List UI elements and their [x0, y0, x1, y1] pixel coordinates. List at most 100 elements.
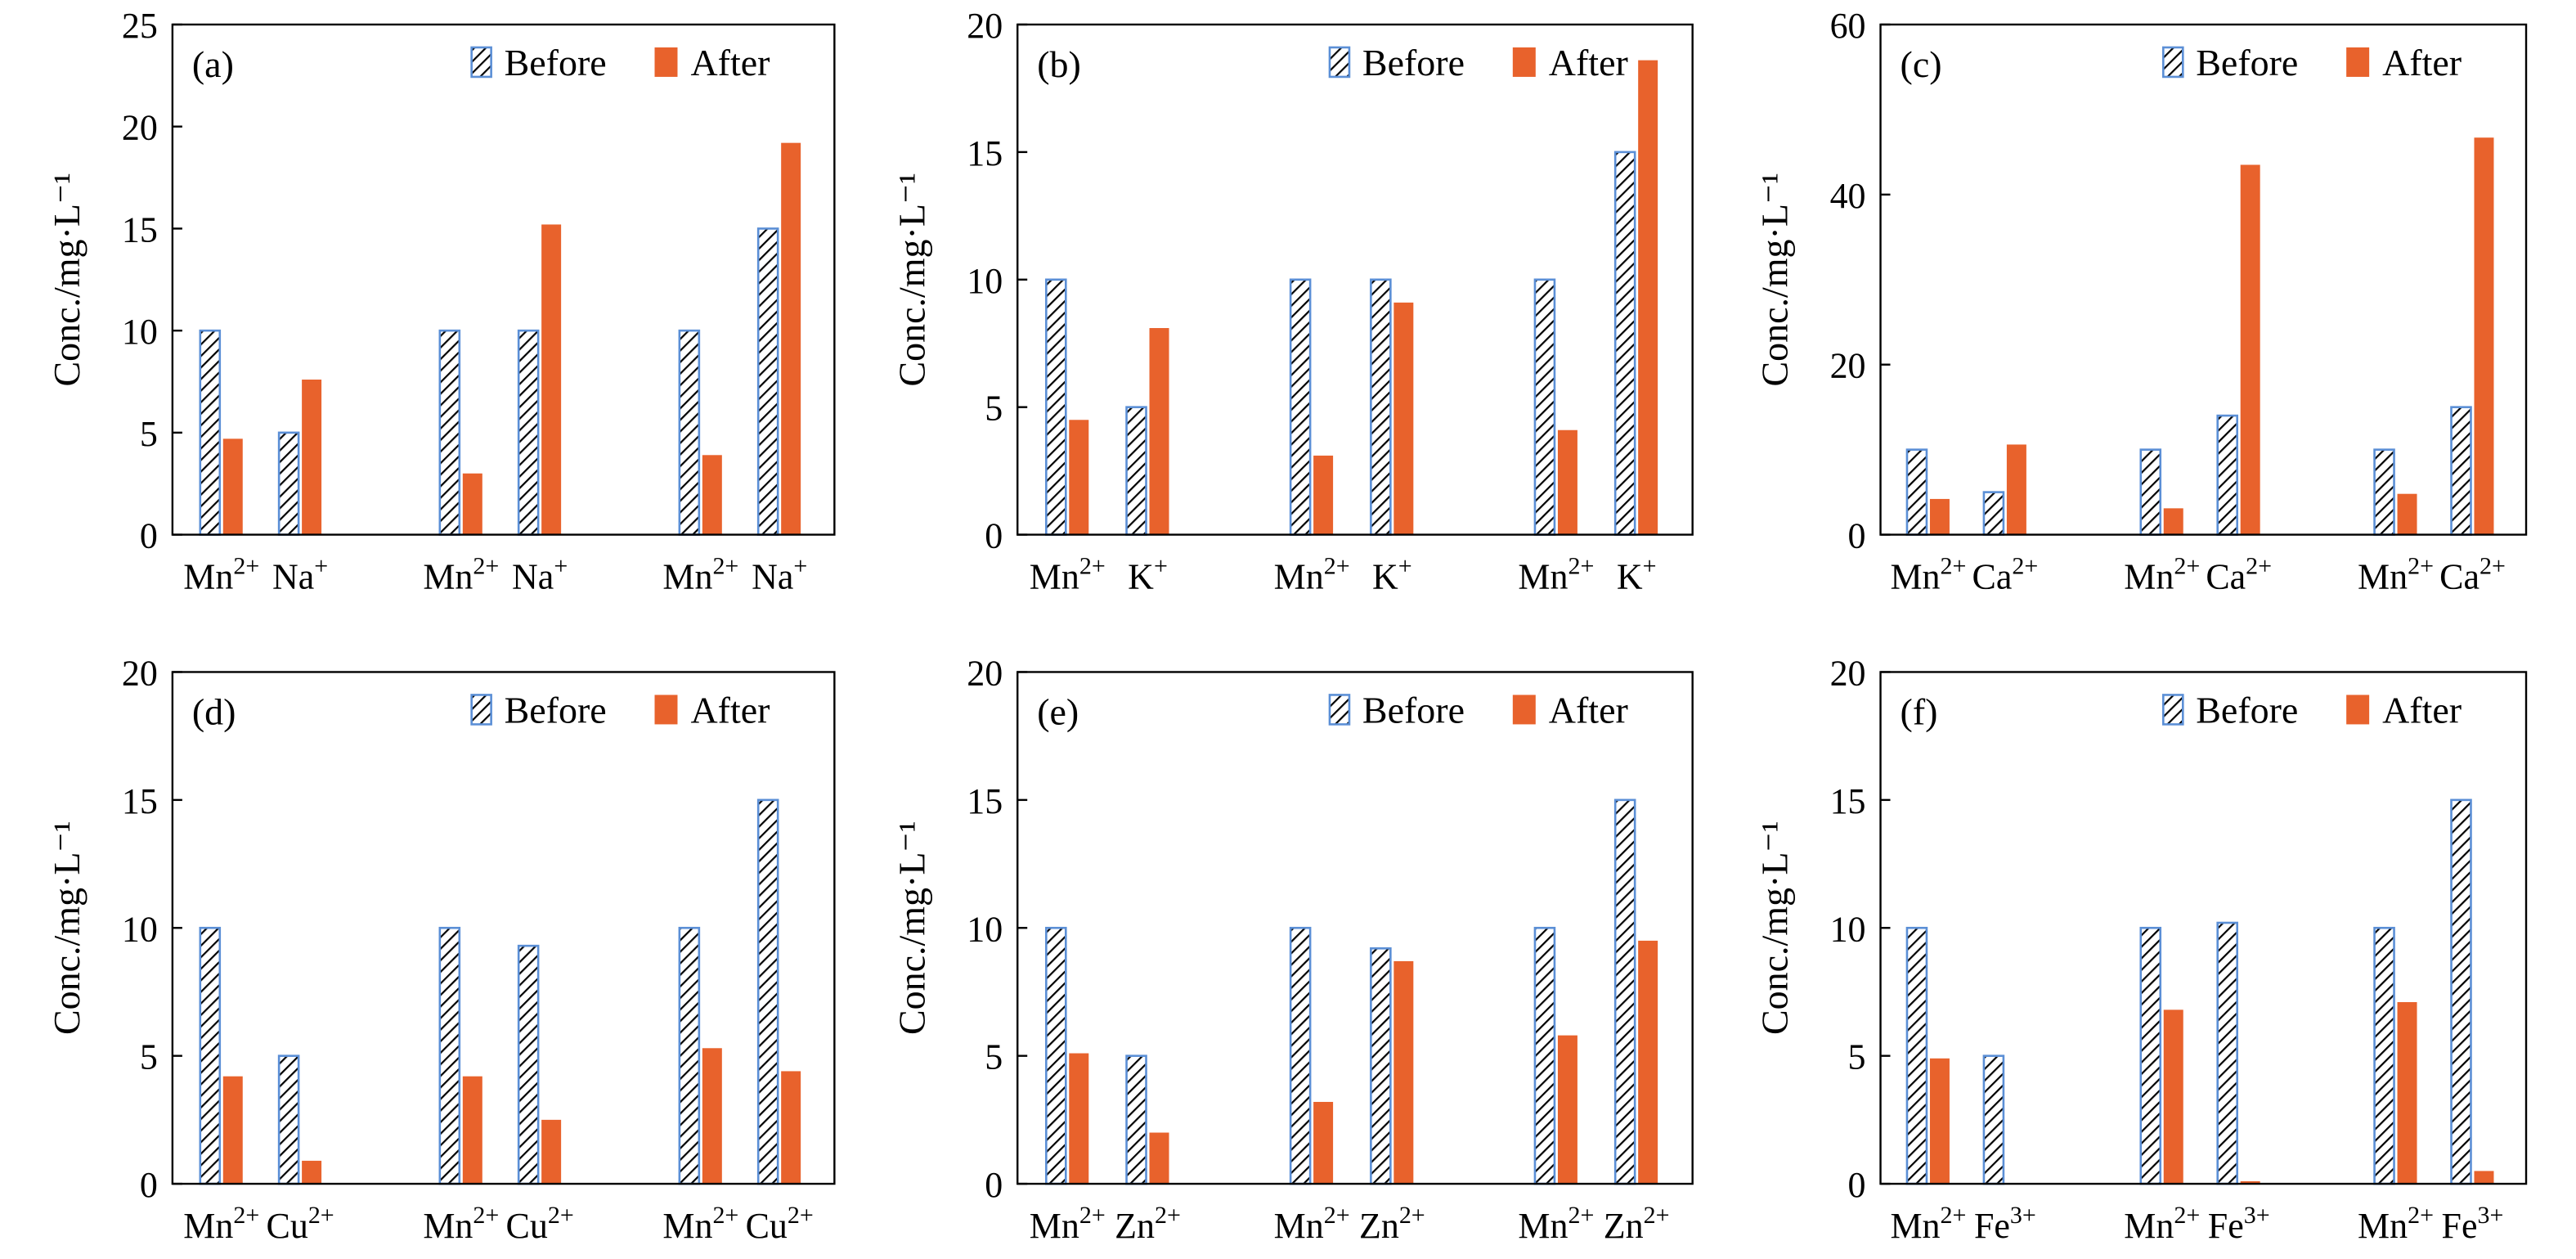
ion-charge: 2+ [2480, 553, 2506, 580]
y-tick-label: 25 [122, 6, 158, 46]
legend-label-before: Before [1362, 689, 1465, 731]
legend-swatch-before [1328, 694, 1351, 726]
bar-before [2139, 926, 2162, 1185]
plot-frame [1879, 23, 2528, 536]
plot-frame [171, 23, 836, 536]
bar-after [1929, 498, 1950, 535]
x-tick-label: Na+ [512, 553, 568, 597]
bar-before [1045, 278, 1067, 536]
ion-symbol: Mn [1274, 1206, 1324, 1246]
ion-charge: 2+ [548, 1202, 574, 1229]
bar-after [541, 224, 562, 535]
legend-swatch-before [470, 694, 492, 726]
ion-symbol: Mn [2124, 1206, 2174, 1246]
y-tick-label: 0 [985, 516, 1003, 556]
y-tick-label: 10 [967, 261, 1003, 301]
chart-panel: Mn2+ Cu2+ Mn2+ Cu2+ Mn2+ Cu2+05101520Conc./mg… [46, 653, 836, 1246]
ion-symbol: Mn [1518, 557, 1568, 597]
ion-charge: 2+ [2408, 1202, 2434, 1229]
ion-charge: 2+ [2174, 553, 2200, 580]
y-axis-label: Conc./mg·L⁻¹ [891, 173, 932, 386]
ion-symbol: Zn [1115, 1206, 1155, 1246]
legend-label-after: After [1549, 689, 1628, 731]
ion-symbol: Ca [1972, 557, 2013, 597]
ion-charge: + [1154, 553, 1168, 580]
ion-symbol: Na [512, 557, 554, 597]
ion-symbol: Mn [1518, 1206, 1568, 1246]
bar-before [1613, 151, 1636, 536]
y-tick-label: 40 [1830, 176, 1866, 216]
x-tick-label: Mn2+ [2124, 1202, 2200, 1246]
bar-before [2450, 798, 2472, 1185]
plot-frame [171, 671, 836, 1185]
bar-before [277, 431, 300, 536]
ion-symbol: Mn [662, 557, 712, 597]
ion-symbol: Zn [1359, 1206, 1399, 1246]
x-tick-label: Mn2+ [423, 553, 499, 597]
ion-symbol: Ca [2439, 557, 2480, 597]
bar-after [1557, 1035, 1577, 1185]
x-tick-label: Mn2+ [2358, 553, 2434, 597]
bar-after [2163, 1009, 2183, 1185]
bar-before [1905, 926, 1928, 1185]
ion-charge: 2+ [1324, 1202, 1350, 1229]
bar-before [277, 1054, 300, 1185]
y-axis-label: Conc./mg·L⁻¹ [891, 821, 932, 1035]
legend-swatch-after [2346, 695, 2370, 725]
ion-symbol: Ca [2206, 557, 2246, 597]
x-tick-label: Mn2+ [1518, 1202, 1594, 1246]
y-tick-label: 5 [140, 414, 158, 454]
x-tick-label: Fe3+ [1974, 1202, 2036, 1246]
ion-symbol: K [1372, 557, 1398, 597]
x-tick-label: K+ [1372, 553, 1412, 597]
bar-after [1069, 1053, 1089, 1185]
bar-after [781, 142, 801, 535]
y-axis-label: Conc./mg·L⁻¹ [46, 821, 88, 1035]
y-tick-label: 15 [967, 781, 1003, 821]
bar-after [2006, 444, 2026, 535]
ion-charge: + [1398, 553, 1412, 580]
y-tick-label: 20 [967, 653, 1003, 693]
bar-before [1289, 926, 1312, 1185]
bar-after [2163, 508, 2183, 535]
legend-label-before: Before [2196, 689, 2298, 731]
bar-before [756, 227, 779, 536]
bar-after [222, 1076, 243, 1185]
legend-swatch-after [2346, 47, 2370, 77]
bar-after [462, 473, 482, 535]
legend-label-after: After [1549, 42, 1628, 83]
bar-before [1982, 1054, 2005, 1185]
legend-label-after: After [2382, 42, 2462, 83]
bar-after [702, 455, 722, 535]
ion-charge: 2+ [1568, 553, 1595, 580]
bar-after [1313, 455, 1334, 535]
legend-swatch-after [1512, 695, 1536, 725]
bar-after [1393, 960, 1414, 1185]
bar-before [2216, 414, 2238, 536]
y-tick-label: 20 [122, 653, 158, 693]
x-tick-label: Mn2+ [2358, 1202, 2434, 1246]
plot-frame [1016, 23, 1694, 536]
ion-symbol: Na [272, 557, 314, 597]
bar-after [302, 380, 322, 535]
ion-symbol: Cu [267, 1206, 308, 1246]
bar-after [1313, 1101, 1334, 1185]
legend-swatch-after [1512, 47, 1536, 77]
x-tick-label: Cu2+ [267, 1202, 334, 1246]
bar-after [2240, 1180, 2260, 1185]
chart-panel: Mn2+ Fe3+ Mn2+ Fe3+ Mn2+ Fe3+05101520Conc./mg… [1754, 653, 2528, 1246]
y-axis-label: Conc./mg·L⁻¹ [46, 173, 88, 386]
x-tick-label: Na+ [752, 553, 807, 597]
ion-charge: 2+ [233, 553, 259, 580]
panel-label: (d) [192, 690, 236, 732]
x-tick-label: Zn2+ [1604, 1202, 1670, 1246]
ion-symbol: Na [752, 557, 793, 597]
ion-symbol: Mn [662, 1206, 712, 1246]
bar-after [302, 1160, 322, 1185]
ion-charge: + [314, 553, 328, 580]
legend-swatch-before [1328, 46, 1351, 79]
bar-after [1393, 302, 1414, 535]
legend-label-after: After [2382, 689, 2462, 731]
bar-before [2373, 926, 2395, 1185]
